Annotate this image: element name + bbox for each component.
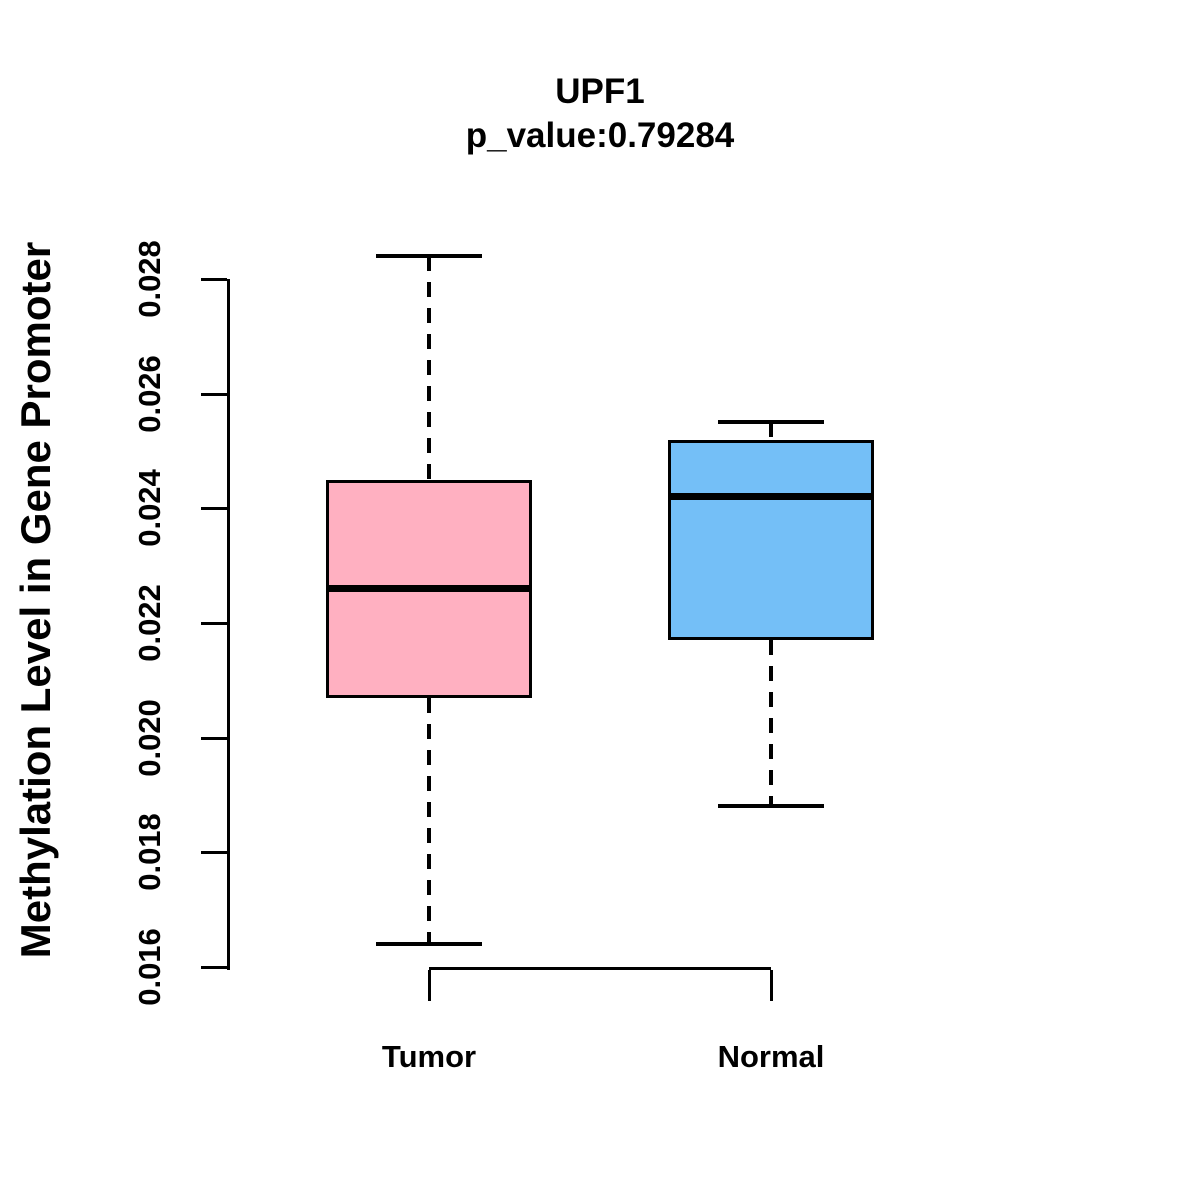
y-axis-tick-label: 0.020 — [132, 698, 167, 777]
tumor-upper-whisker-cap — [376, 254, 482, 259]
y-axis-tick-label: 0.016 — [132, 928, 167, 1006]
normal-lower-whisker-cap — [718, 804, 824, 809]
x-axis-tick — [428, 970, 431, 1001]
y-axis-tick-label: 0.024 — [132, 469, 167, 548]
x-axis-line — [429, 967, 771, 970]
y-axis-tick-label: 0.026 — [132, 354, 167, 433]
category-label-normal: Normal — [717, 1039, 825, 1074]
x-axis-tick — [770, 970, 773, 1001]
normal-upper-whisker-cap — [718, 420, 824, 425]
title-block: UPF1 p_value:0.79284 — [230, 70, 970, 158]
normal-median-line — [668, 493, 874, 501]
tumor-upper-whisker — [427, 256, 431, 480]
y-axis-tick-label: 0.022 — [132, 584, 167, 662]
y-axis-tick-label: 0.028 — [132, 240, 167, 318]
y-axis-tick — [201, 622, 227, 625]
chart-title: UPF1 — [555, 72, 645, 111]
y-axis-tick — [201, 736, 227, 740]
normal-lower-whisker — [769, 640, 773, 807]
y-axis-line — [227, 279, 230, 970]
category-label-tumor: Tumor — [381, 1039, 477, 1074]
tumor-lower-whisker — [427, 697, 431, 945]
normal-upper-whisker — [769, 422, 773, 440]
y-axis-tick — [201, 851, 227, 855]
normal-box — [668, 439, 874, 641]
y-axis-title: Methylation Level in Gene Promoter — [12, 241, 59, 959]
y-axis-tick — [201, 507, 227, 511]
tumor-lower-whisker-cap — [376, 942, 482, 947]
y-axis-tick-label: 0.018 — [132, 813, 167, 892]
chart-subtitle: p_value:0.79284 — [465, 116, 735, 155]
y-axis-tick — [201, 392, 227, 396]
y-axis-tick — [201, 278, 227, 281]
y-axis-tick — [201, 966, 227, 969]
tumor-median-line — [326, 585, 532, 593]
